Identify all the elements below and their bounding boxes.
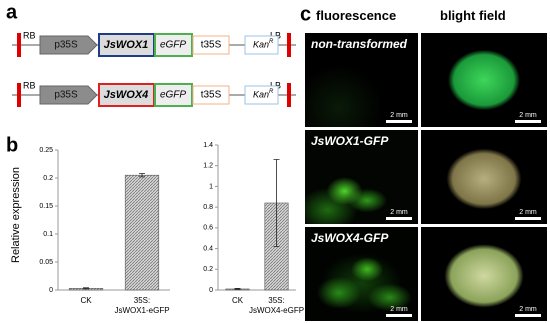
panel-label: b — [6, 134, 18, 156]
error-bar — [83, 287, 89, 290]
terminator-label: t35S — [201, 40, 222, 51]
terminator-label: t35S — [201, 90, 222, 101]
marker-sup: R — [269, 39, 274, 45]
error-bar — [139, 173, 145, 178]
promoter-label: p35S — [54, 90, 78, 101]
terminator-box — [192, 85, 230, 105]
y-tick-label: 0.15 — [39, 203, 53, 210]
y-tick-label: 0.25 — [39, 147, 53, 154]
border-mark — [287, 33, 291, 57]
panel-label: c — [300, 3, 311, 25]
promoter — [39, 85, 98, 105]
y-tick-label: 1 — [209, 183, 213, 190]
tag-box — [154, 83, 193, 107]
brightfield-image: 2 mm — [421, 130, 547, 224]
scale-bar: 2 mm — [386, 306, 412, 317]
y-tick-label: 0.8 — [203, 204, 213, 211]
brightfield-image: 2 mm — [421, 227, 547, 321]
scale-bar: 2 mm — [515, 112, 541, 123]
row-label: JsWOX1-GFP — [311, 134, 389, 148]
lb-label: LB — [270, 30, 281, 40]
column-header: fluorescence — [316, 8, 397, 23]
x-tick-label: CK — [80, 296, 92, 305]
fluorescence-image: non-transformed 2 mm — [305, 33, 418, 127]
panel-label: a — [6, 1, 18, 23]
border-mark — [287, 83, 291, 107]
x-tick-label: 35S: JsWOX4-eGFP — [248, 296, 305, 315]
column-header: blight field — [440, 8, 506, 23]
x-tick-label: 35S: JsWOX1-eGFP — [114, 296, 170, 315]
tag-box — [154, 33, 193, 57]
promoter-label: p35S — [54, 40, 78, 51]
y-tick-label: 0.1 — [43, 231, 53, 238]
scale-bar: 2 mm — [386, 112, 412, 123]
lb-label: LB — [270, 80, 281, 90]
error-bar — [273, 159, 280, 247]
marker-sup: R — [269, 89, 274, 95]
marker-box — [244, 35, 279, 55]
y-tick-label: 1.2 — [203, 163, 213, 170]
terminator-box — [192, 35, 230, 55]
brightfield-image: 2 mm — [421, 33, 547, 127]
gene-label: JsWOX1 — [104, 39, 149, 51]
promoter — [39, 35, 98, 55]
fluorescence-image: JsWOX1-GFP 2 mm — [305, 130, 418, 224]
border-mark — [17, 33, 21, 57]
rb-label: RB — [23, 80, 36, 90]
y-tick-label: 0.2 — [43, 175, 53, 182]
row-label: JsWOX4-GFP — [311, 231, 389, 245]
rb-label: RB — [23, 30, 36, 40]
y-tick-label: 0.6 — [203, 225, 213, 232]
y-tick-label: 0 — [49, 287, 53, 294]
border-mark — [17, 83, 21, 107]
tag-label: eGFP — [160, 40, 186, 51]
gene-label: JsWOX4 — [104, 89, 149, 101]
marker-box — [244, 85, 279, 105]
error-bar — [234, 288, 241, 290]
marker-label: KanR — [253, 39, 274, 50]
y-tick-label: 0 — [209, 287, 213, 294]
tag-label: eGFP — [160, 90, 186, 101]
scale-bar: 2 mm — [386, 209, 412, 220]
x-tick-label: CK — [231, 296, 244, 305]
row-label: non-transformed — [311, 37, 407, 51]
y-tick-label: 0.05 — [39, 259, 53, 266]
scale-bar: 2 mm — [515, 209, 541, 220]
y-tick-label: 0.4 — [203, 245, 213, 252]
y-tick-label: 0.2 — [203, 266, 213, 273]
scale-bar: 2 mm — [515, 306, 541, 317]
y-axis-label: Relative expression — [10, 167, 22, 263]
y-tick-label: 1.4 — [203, 142, 213, 149]
fluorescence-image: JsWOX4-GFP 2 mm — [305, 227, 418, 321]
bar — [124, 174, 160, 291]
marker-label: KanR — [253, 89, 274, 100]
